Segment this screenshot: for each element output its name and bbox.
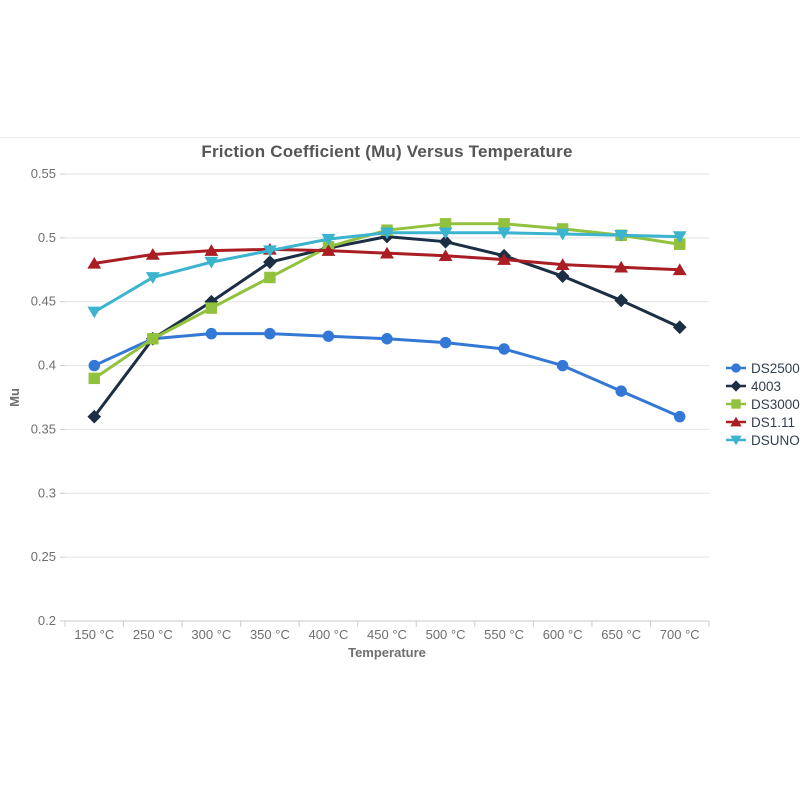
x-tick-label: 600 °C: [543, 627, 583, 642]
square-marker: [147, 333, 159, 345]
triangle-up-marker: [438, 249, 453, 262]
square-marker: [674, 238, 686, 250]
x-tick-label: 350 °C: [250, 627, 290, 642]
circle-marker: [498, 343, 510, 355]
circle-legend-icon: [726, 363, 746, 373]
y-tick-label: 0.35: [31, 421, 56, 436]
x-axis-title: Temperature: [348, 645, 426, 660]
legend-label: DS3000: [751, 396, 800, 412]
diamond-legend-icon: [726, 380, 746, 392]
diamond-marker: [263, 255, 277, 269]
triangle-up-marker: [204, 244, 219, 256]
triangle-up-marker: [87, 257, 102, 269]
legend-label: DS2500: [751, 360, 800, 376]
series-line-DSUNO: [93, 231, 680, 314]
legend-label: DSUNO: [751, 432, 800, 448]
x-tick-label: 150 °C: [74, 627, 114, 642]
circle-marker: [322, 330, 335, 342]
triangle-down-legend-icon: [726, 435, 746, 446]
series-line-4003: [93, 235, 681, 418]
circle-marker: [731, 363, 741, 373]
y-tick-label: 0.25: [31, 549, 56, 564]
square-marker: [731, 399, 741, 409]
square-marker: [264, 271, 276, 284]
x-tick-label: 300 °C: [191, 627, 231, 642]
circle-marker: [615, 385, 627, 397]
x-tick-label: 550 °C: [484, 627, 524, 642]
y-axis-title: Mu: [7, 388, 22, 407]
diamond-marker: [730, 380, 742, 392]
triangle-up-legend-icon: [726, 416, 746, 427]
x-tick-label: 450 °C: [367, 627, 407, 642]
y-tick-label: 0.4: [38, 358, 56, 373]
triangle-up-marker: [614, 260, 629, 273]
triangle-down-marker: [145, 272, 160, 284]
triangle-down-marker: [321, 233, 336, 246]
card-top-border: [0, 137, 800, 138]
triangle-down-marker: [87, 306, 102, 319]
legend-item-DS3000[interactable]: DS3000: [726, 395, 800, 413]
triangle-up-marker: [555, 258, 570, 270]
circle-marker: [264, 327, 276, 340]
legend: DS2500 4003 DS3000 DS1.11 DSUNO: [726, 359, 800, 449]
circle-marker: [674, 410, 686, 423]
diamond-marker: [614, 293, 629, 308]
x-tick-label: 250 °C: [133, 627, 173, 642]
triangle-down-marker: [262, 245, 277, 258]
diamond-marker: [555, 269, 570, 283]
triangle-down-marker: [730, 435, 742, 446]
triangle-up-marker: [672, 263, 687, 276]
circle-marker: [556, 359, 569, 372]
circle-marker: [381, 333, 393, 345]
legend-item-4003[interactable]: 4003: [726, 377, 800, 395]
y-tick-label: 0.55: [31, 166, 56, 181]
x-tick-label: 500 °C: [426, 627, 466, 642]
circle-marker: [205, 327, 218, 340]
triangle-down-marker: [672, 231, 687, 243]
diamond-marker: [87, 409, 102, 424]
square-marker: [205, 302, 218, 314]
legend-label: DS1.11: [751, 414, 796, 430]
y-tick-label: 0.3: [38, 485, 56, 500]
triangle-up-marker: [321, 244, 336, 256]
diamond-marker: [438, 234, 453, 249]
circle-marker: [439, 336, 452, 349]
y-tick-label: 0.2: [38, 613, 56, 628]
legend-item-DS1.11[interactable]: DS1.11: [726, 413, 800, 431]
square-marker: [88, 372, 100, 385]
y-tick-label: 0.45: [31, 294, 56, 309]
square-marker: [439, 218, 452, 230]
triangle-down-marker: [380, 227, 394, 240]
chart-title: Friction Coefficient (Mu) Versus Tempera…: [201, 142, 573, 161]
triangle-up-marker: [497, 253, 512, 265]
square-marker: [498, 218, 510, 230]
triangle-down-marker: [438, 227, 453, 240]
triangle-down-marker: [614, 230, 629, 242]
triangle-down-marker: [497, 227, 512, 240]
series-line-DS2500: [93, 332, 681, 419]
x-tick-label: 650 °C: [601, 627, 641, 642]
triangle-up-marker: [145, 248, 160, 260]
diamond-marker: [672, 320, 687, 335]
square-legend-icon: [726, 399, 746, 409]
y-tick-label: 0.5: [38, 230, 56, 245]
triangle-down-marker: [555, 228, 570, 241]
legend-item-DS2500[interactable]: DS2500: [726, 359, 800, 377]
legend-item-DSUNO[interactable]: DSUNO: [726, 431, 800, 449]
triangle-up-marker: [730, 416, 742, 427]
x-tick-label: 700 °C: [660, 627, 700, 642]
triangle-up-marker: [380, 246, 394, 259]
circle-marker: [88, 359, 100, 372]
x-tick-label: 400 °C: [309, 627, 349, 642]
triangle-down-marker: [204, 256, 219, 269]
legend-label: 4003: [751, 378, 782, 394]
